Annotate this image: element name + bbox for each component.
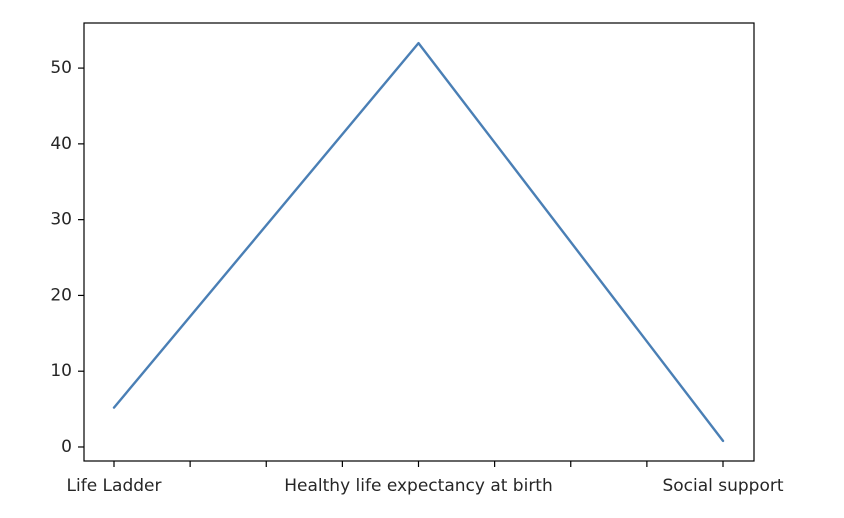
y-tick-label: 0 bbox=[61, 437, 72, 457]
x-tick-label: Healthy life expectancy at birth bbox=[284, 476, 553, 496]
y-tick-label: 40 bbox=[50, 134, 72, 154]
series-line bbox=[112, 41, 725, 443]
y-tick-label: 20 bbox=[50, 285, 72, 305]
y-tick-label: 50 bbox=[50, 58, 72, 78]
x-tick-label: Social support bbox=[662, 476, 783, 496]
y-tick-label: 30 bbox=[50, 210, 72, 230]
y-tick-label: 10 bbox=[50, 361, 72, 381]
plot-area bbox=[83, 22, 755, 462]
y-axis: 0 10 20 30 40 50 bbox=[50, 58, 84, 457]
x-tick-label: Life Ladder bbox=[67, 476, 162, 496]
x-axis: Life Ladder Healthy life expectancy at bi… bbox=[67, 461, 784, 496]
series-layer bbox=[112, 41, 725, 443]
